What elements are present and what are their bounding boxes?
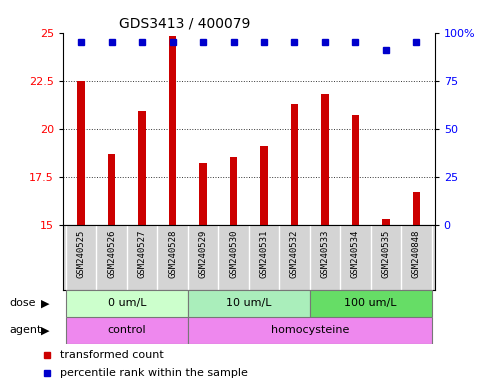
Text: 0 um/L: 0 um/L [108, 298, 146, 308]
Bar [230, 157, 237, 225]
Text: control: control [108, 325, 146, 335]
Text: 100 um/L: 100 um/L [344, 298, 397, 308]
Bar [66, 290, 188, 317]
Bar [77, 81, 85, 225]
Bar [310, 290, 432, 317]
Text: ▶: ▶ [41, 298, 50, 308]
Text: GSM240528: GSM240528 [168, 230, 177, 278]
Text: GSM240530: GSM240530 [229, 230, 238, 278]
Bar [66, 317, 188, 344]
Text: GSM240534: GSM240534 [351, 230, 360, 278]
Bar [108, 154, 115, 225]
Text: 10 um/L: 10 um/L [226, 298, 271, 308]
Text: GSM240529: GSM240529 [199, 230, 208, 278]
Bar [260, 146, 268, 225]
Text: GSM240848: GSM240848 [412, 230, 421, 278]
Text: transformed count: transformed count [60, 350, 164, 360]
Bar [138, 111, 146, 225]
Bar [188, 290, 310, 317]
Bar [321, 94, 329, 225]
Bar [352, 115, 359, 225]
Bar [199, 163, 207, 225]
Text: GSM240527: GSM240527 [138, 230, 146, 278]
Bar [169, 36, 176, 225]
Text: GSM240526: GSM240526 [107, 230, 116, 278]
Text: GSM240533: GSM240533 [320, 230, 329, 278]
Text: dose: dose [10, 298, 36, 308]
Bar [291, 104, 298, 225]
Text: GDS3413 / 400079: GDS3413 / 400079 [119, 16, 250, 30]
Text: homocysteine: homocysteine [270, 325, 349, 335]
Bar [412, 192, 420, 225]
Text: GSM240531: GSM240531 [259, 230, 269, 278]
Text: percentile rank within the sample: percentile rank within the sample [60, 367, 248, 377]
Text: agent: agent [10, 325, 42, 335]
Text: ▶: ▶ [41, 325, 50, 335]
Text: GSM240525: GSM240525 [77, 230, 85, 278]
Text: GSM240532: GSM240532 [290, 230, 299, 278]
Bar [188, 317, 432, 344]
Bar [382, 219, 390, 225]
Text: GSM240535: GSM240535 [382, 230, 390, 278]
